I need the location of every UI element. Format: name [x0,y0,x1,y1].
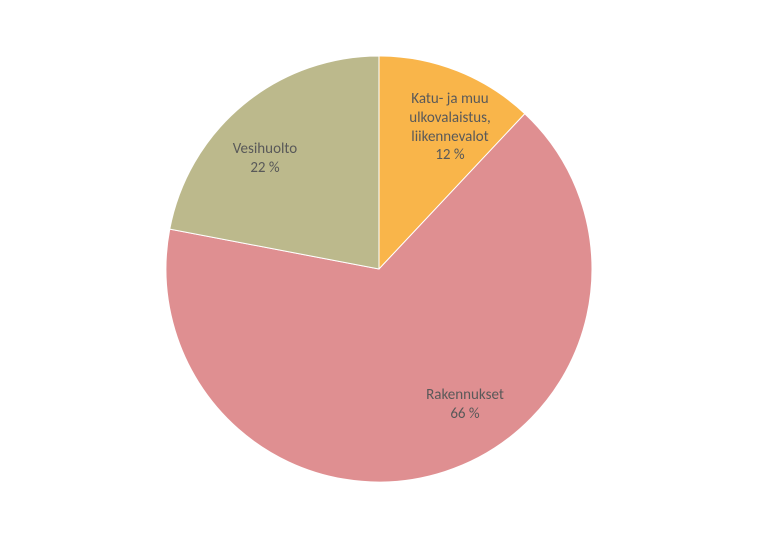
pie-svg [0,0,759,539]
pie-chart: Katu- ja muu ulkovalaistus, liikennevalo… [0,0,759,539]
